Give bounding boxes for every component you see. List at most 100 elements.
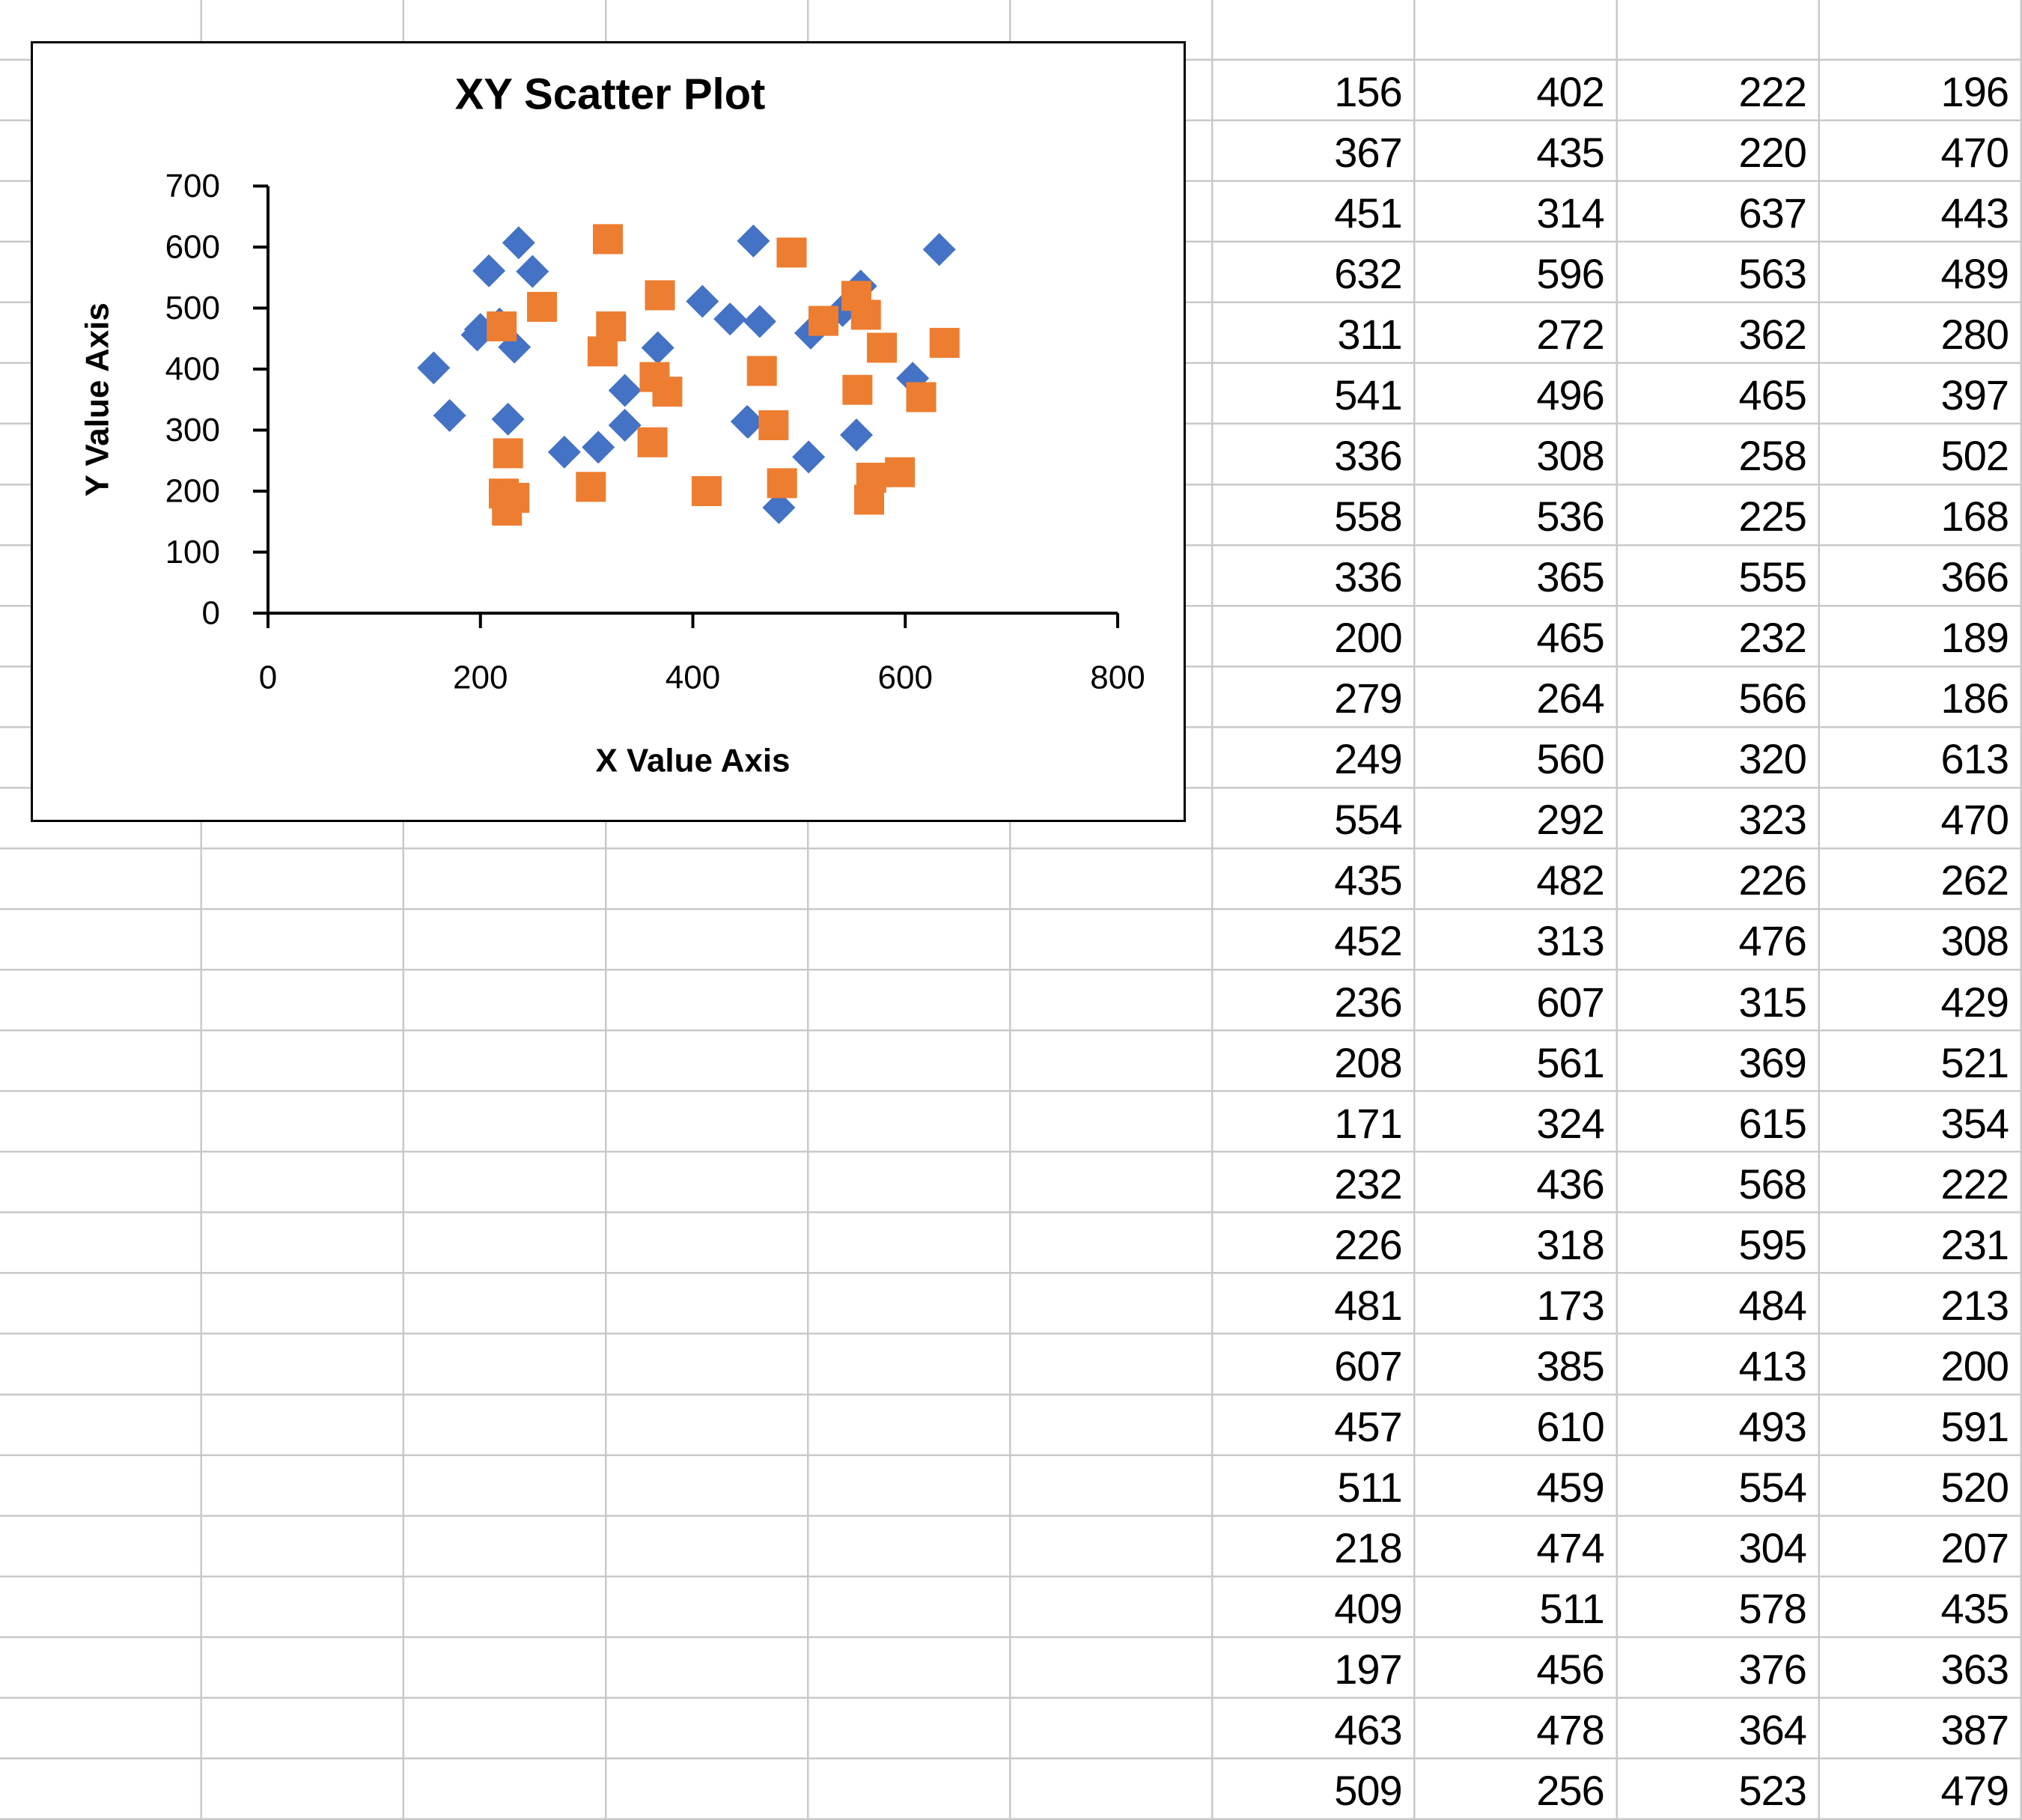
table-cell[interactable]: 226 xyxy=(1334,1220,1402,1268)
table-cell[interactable]: 560 xyxy=(1536,735,1604,783)
table-cell[interactable]: 236 xyxy=(1334,978,1402,1026)
table-cell[interactable]: 520 xyxy=(1940,1463,2009,1511)
table-cell[interactable]: 171 xyxy=(1334,1099,1402,1147)
table-cell[interactable]: 313 xyxy=(1536,917,1604,965)
table-cell[interactable]: 607 xyxy=(1536,978,1604,1026)
table-cell[interactable]: 323 xyxy=(1738,796,1806,844)
table-cell[interactable]: 493 xyxy=(1738,1402,1806,1450)
table-cell[interactable]: 568 xyxy=(1738,1160,1806,1208)
table-cell[interactable]: 541 xyxy=(1334,371,1402,419)
table-cell[interactable]: 218 xyxy=(1334,1524,1402,1571)
table-cell[interactable]: 264 xyxy=(1536,675,1604,722)
table-cell[interactable]: 272 xyxy=(1536,311,1604,359)
table-cell[interactable]: 364 xyxy=(1738,1705,1806,1753)
table-cell[interactable]: 362 xyxy=(1738,311,1806,359)
table-cell[interactable]: 156 xyxy=(1334,68,1402,116)
table-cell[interactable]: 363 xyxy=(1940,1645,2009,1693)
table-cell[interactable]: 280 xyxy=(1940,311,2009,359)
table-cell[interactable]: 232 xyxy=(1738,614,1806,662)
table-cell[interactable]: 554 xyxy=(1738,1463,1806,1511)
table-cell[interactable]: 258 xyxy=(1738,432,1806,480)
table-cell[interactable]: 429 xyxy=(1940,978,2009,1026)
table-cell[interactable]: 376 xyxy=(1738,1645,1806,1693)
table-cell[interactable]: 207 xyxy=(1940,1524,2009,1571)
table-cell[interactable]: 476 xyxy=(1738,917,1806,965)
table-cell[interactable]: 496 xyxy=(1536,371,1604,419)
table-cell[interactable]: 511 xyxy=(1539,1584,1605,1632)
table-cell[interactable]: 173 xyxy=(1536,1281,1604,1329)
table-cell[interactable]: 168 xyxy=(1940,493,2009,541)
table-cell[interactable]: 409 xyxy=(1334,1584,1402,1632)
table-cell[interactable]: 365 xyxy=(1536,553,1604,601)
table-cell[interactable]: 478 xyxy=(1536,1705,1604,1753)
table-cell[interactable]: 457 xyxy=(1334,1402,1402,1450)
table-cell[interactable]: 413 xyxy=(1738,1342,1806,1390)
table-cell[interactable]: 208 xyxy=(1334,1038,1402,1086)
table-cell[interactable]: 502 xyxy=(1940,432,2009,480)
table-cell[interactable]: 226 xyxy=(1738,856,1806,904)
table-cell[interactable]: 511 xyxy=(1337,1463,1402,1511)
table-cell[interactable]: 463 xyxy=(1334,1705,1402,1753)
table-cell[interactable]: 397 xyxy=(1940,371,2009,419)
table-cell[interactable]: 591 xyxy=(1940,1402,2009,1450)
table-cell[interactable]: 262 xyxy=(1940,856,2009,904)
table-cell[interactable]: 558 xyxy=(1334,493,1402,541)
table-cell[interactable]: 367 xyxy=(1334,129,1402,177)
table-cell[interactable]: 249 xyxy=(1334,735,1402,783)
table-cell[interactable]: 459 xyxy=(1536,1463,1604,1511)
table-cell[interactable]: 318 xyxy=(1536,1220,1604,1268)
table-cell[interactable]: 314 xyxy=(1536,189,1604,237)
table-cell[interactable]: 387 xyxy=(1940,1705,2009,1753)
table-cell[interactable]: 435 xyxy=(1334,856,1402,904)
table-cell[interactable]: 443 xyxy=(1940,189,2009,237)
table-cell[interactable]: 308 xyxy=(1940,917,2009,965)
table-cell[interactable]: 200 xyxy=(1334,614,1402,662)
table-cell[interactable]: 578 xyxy=(1738,1584,1806,1632)
table-cell[interactable]: 481 xyxy=(1334,1281,1402,1329)
table-cell[interactable]: 613 xyxy=(1940,735,2009,783)
table-cell[interactable]: 435 xyxy=(1536,129,1604,177)
table-cell[interactable]: 279 xyxy=(1334,675,1402,722)
table-cell[interactable]: 474 xyxy=(1536,1524,1604,1571)
table-cell[interactable]: 256 xyxy=(1536,1766,1604,1814)
table-cell[interactable]: 456 xyxy=(1536,1645,1604,1693)
table-cell[interactable]: 225 xyxy=(1738,493,1806,541)
table-cell[interactable]: 304 xyxy=(1738,1524,1806,1571)
table-cell[interactable]: 561 xyxy=(1536,1038,1604,1086)
table-cell[interactable]: 220 xyxy=(1738,129,1806,177)
table-cell[interactable]: 369 xyxy=(1738,1038,1806,1086)
table-cell[interactable]: 632 xyxy=(1334,250,1402,298)
scatter-chart[interactable]: XY Scatter Plot 0 200 400 600 800 0 100 200 300 40… xyxy=(31,41,1186,822)
table-cell[interactable]: 231 xyxy=(1940,1220,2009,1268)
table-cell[interactable]: 222 xyxy=(1940,1160,2009,1208)
table-cell[interactable]: 607 xyxy=(1334,1342,1402,1390)
table-cell[interactable]: 489 xyxy=(1940,250,2009,298)
table-cell[interactable]: 196 xyxy=(1940,68,2009,116)
table-cell[interactable]: 197 xyxy=(1334,1645,1402,1693)
table-cell[interactable]: 324 xyxy=(1536,1099,1604,1147)
table-cell[interactable]: 536 xyxy=(1536,493,1604,541)
table-cell[interactable]: 354 xyxy=(1940,1099,2009,1147)
table-cell[interactable]: 470 xyxy=(1940,796,2009,844)
table-cell[interactable]: 615 xyxy=(1738,1099,1806,1147)
table-cell[interactable]: 554 xyxy=(1334,796,1402,844)
table-cell[interactable]: 451 xyxy=(1334,189,1402,237)
table-cell[interactable]: 566 xyxy=(1738,675,1806,722)
table-cell[interactable]: 482 xyxy=(1536,856,1604,904)
table-cell[interactable]: 436 xyxy=(1536,1160,1604,1208)
table-cell[interactable]: 189 xyxy=(1940,614,2009,662)
table-cell[interactable]: 484 xyxy=(1738,1281,1806,1329)
table-cell[interactable]: 320 xyxy=(1738,735,1806,783)
table-cell[interactable]: 509 xyxy=(1334,1766,1402,1814)
table-cell[interactable]: 385 xyxy=(1536,1342,1604,1390)
table-cell[interactable]: 213 xyxy=(1940,1281,2009,1329)
table-cell[interactable]: 366 xyxy=(1940,553,2009,601)
table-cell[interactable]: 402 xyxy=(1536,68,1604,116)
table-cell[interactable]: 595 xyxy=(1738,1220,1806,1268)
table-cell[interactable]: 523 xyxy=(1738,1766,1806,1814)
table-cell[interactable]: 452 xyxy=(1334,917,1402,965)
table-cell[interactable]: 470 xyxy=(1940,129,2009,177)
table-cell[interactable]: 596 xyxy=(1536,250,1604,298)
table-cell[interactable]: 465 xyxy=(1738,371,1806,419)
table-cell[interactable]: 315 xyxy=(1738,978,1806,1026)
